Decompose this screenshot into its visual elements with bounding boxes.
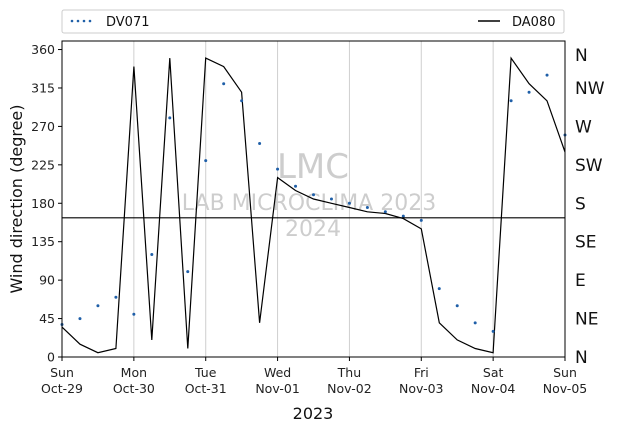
dv071-point xyxy=(132,312,136,316)
y-tick-label: 90 xyxy=(39,273,55,288)
x-tick-label: Sat Nov-04 xyxy=(471,365,516,396)
dv071-point xyxy=(545,73,549,77)
x-axis-title: 2023 xyxy=(293,404,334,423)
dv071-point xyxy=(204,159,208,163)
watermark-line-2: LAB MICROCLIMA 2023 xyxy=(182,191,436,216)
dv071-point xyxy=(294,184,298,188)
dv071-point xyxy=(527,90,531,94)
dv071-point xyxy=(222,82,226,86)
x-tick-date: Oct-31 xyxy=(185,381,227,396)
legend-frame xyxy=(61,9,565,34)
legend-dv071-marker xyxy=(70,19,92,23)
compass-label: N xyxy=(575,46,588,66)
x-tick-date: Nov-02 xyxy=(327,381,371,396)
x-tick-date: Oct-30 xyxy=(113,381,155,396)
compass-label: W xyxy=(575,117,592,137)
dv071-point xyxy=(437,287,441,291)
y-tick-label: 270 xyxy=(31,119,55,134)
x-tick-label: Sun Oct-29 xyxy=(41,365,83,396)
dv071-point xyxy=(455,304,459,308)
x-tick-day: Sun xyxy=(553,365,577,380)
y-axis-ticks: 0 45 90 135 180 225 270 315 360 xyxy=(31,42,62,365)
dv071-point xyxy=(150,253,154,257)
x-tick-day: Fri xyxy=(414,365,429,380)
legend: DV071 DA080 xyxy=(61,9,565,34)
legend-dv071-dot xyxy=(70,19,74,23)
x-tick-label: Tue Oct-31 xyxy=(185,365,227,396)
da080-line xyxy=(61,56,566,354)
x-tick-date: Nov-05 xyxy=(543,381,587,396)
legend-dv071-label: DV071 xyxy=(106,15,150,30)
dv071-point xyxy=(240,99,244,103)
compass-label: NE xyxy=(575,310,598,330)
x-tick-label: Wed Nov-01 xyxy=(255,365,299,396)
dv071-point xyxy=(419,218,423,222)
watermark-line-1: LMC xyxy=(277,147,349,187)
dv071-point xyxy=(312,193,315,197)
dv071-point xyxy=(383,210,387,214)
compass-label: SE xyxy=(575,233,597,253)
compass-labels: N NE E SE S SW W NW N xyxy=(575,46,605,368)
watermark: LMC LAB MICROCLIMA 2023 2024 xyxy=(182,147,436,242)
y-tick-label: 135 xyxy=(31,234,55,249)
dv071-point xyxy=(258,141,262,145)
y-axis-title: Wind direction (degree) xyxy=(7,104,26,293)
x-tick-date: Nov-01 xyxy=(255,381,299,396)
dv071-point xyxy=(114,295,118,299)
dv071-point xyxy=(401,214,405,218)
x-tick-date: Nov-03 xyxy=(399,381,443,396)
x-tick-day: Thu xyxy=(337,365,361,380)
legend-dv071-dot xyxy=(82,19,86,23)
dv071-point xyxy=(96,304,100,308)
x-tick-day: Sun xyxy=(50,365,74,380)
dv071-point xyxy=(186,270,190,274)
legend-dv071-dot xyxy=(76,19,80,23)
vertical-gridlines xyxy=(133,41,494,357)
dv071-point xyxy=(473,321,477,325)
dv071-series xyxy=(60,73,567,333)
x-tick-day: Tue xyxy=(194,365,217,380)
y-tick-label: 0 xyxy=(47,350,55,365)
dv071-point xyxy=(347,201,351,205)
dv071-point xyxy=(365,206,369,210)
dv071-point xyxy=(276,167,280,171)
compass-label: E xyxy=(575,271,586,291)
x-tick-label: Sun Nov-05 xyxy=(543,365,587,396)
y-tick-label: 45 xyxy=(39,311,55,326)
x-tick-label: Thu Nov-02 xyxy=(327,365,371,396)
da080-series xyxy=(61,56,566,354)
dv071-point xyxy=(78,317,82,321)
compass-label: N xyxy=(575,348,588,368)
dv071-point xyxy=(509,99,513,103)
dv071-point xyxy=(491,329,495,333)
legend-da080-label: DA080 xyxy=(512,15,556,30)
x-tick-label: Mon Oct-30 xyxy=(113,365,155,396)
watermark-line-3: 2024 xyxy=(285,217,341,242)
x-tick-day: Mon xyxy=(121,365,147,380)
legend-dv071-dot xyxy=(88,19,92,23)
x-tick-date: Oct-29 xyxy=(41,381,83,396)
dv071-point xyxy=(168,116,172,120)
y-tick-label: 315 xyxy=(31,80,55,95)
compass-label: NW xyxy=(575,79,605,99)
x-tick-date: Nov-04 xyxy=(471,381,516,396)
y-tick-label: 360 xyxy=(31,42,55,57)
plot-area-frame xyxy=(61,40,566,358)
x-tick-day: Sat xyxy=(483,365,504,380)
y-tick-label: 225 xyxy=(31,157,55,172)
compass-label: SW xyxy=(575,156,603,176)
x-tick-label: Fri Nov-03 xyxy=(399,365,443,396)
x-tick-day: Wed xyxy=(264,365,291,380)
compass-label: S xyxy=(575,194,586,214)
dv071-point xyxy=(329,197,333,201)
y-tick-label: 180 xyxy=(31,196,55,211)
